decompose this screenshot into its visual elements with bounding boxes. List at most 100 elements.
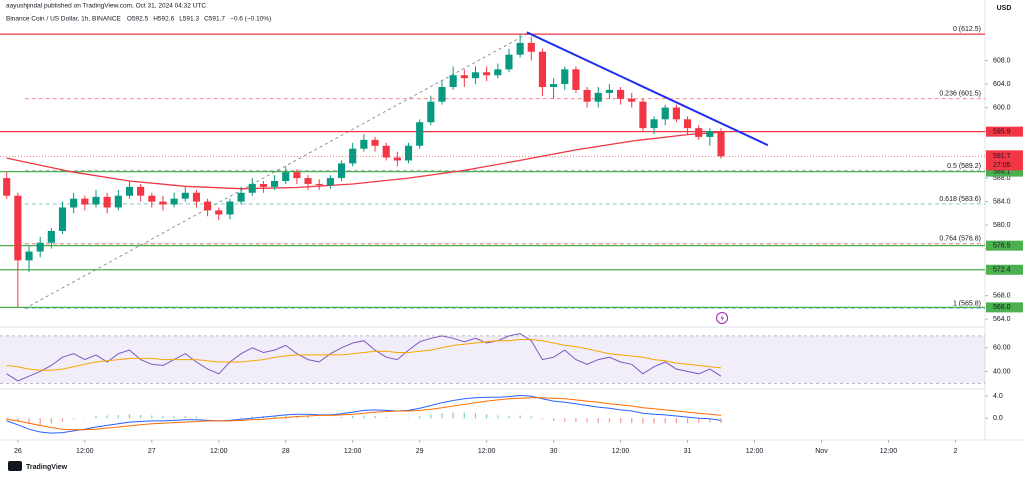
candle-body (304, 178, 312, 184)
candle-body (282, 172, 290, 182)
fib-label: 0.764 (576.8) (939, 236, 981, 243)
candle-body (271, 181, 279, 187)
candle-body (237, 192, 245, 202)
fib-label: 0 (612.5) (953, 26, 981, 33)
candle-body (25, 251, 33, 261)
histogram-bar (39, 418, 41, 425)
histogram-bar (184, 415, 186, 419)
histogram-bar (117, 414, 119, 419)
histogram-bar (619, 418, 622, 424)
level-tag (986, 126, 1023, 137)
publisher: aayushjindal published on TradingView.co… (6, 3, 206, 10)
candle-body (505, 54, 513, 70)
histogram-bar (296, 415, 298, 419)
x-tick-label: 31 (684, 448, 692, 455)
x-tick-label: 27 (148, 448, 156, 455)
candle-body (47, 230, 55, 243)
x-tick-label: 2 (953, 448, 957, 455)
candle-body (92, 196, 100, 205)
candle-body (427, 101, 435, 123)
level-tag-label: 589.1 (993, 168, 1011, 175)
candle-body (170, 198, 178, 205)
candle-body (293, 172, 301, 179)
fib-label: 0.618 (583.6) (939, 196, 981, 203)
candle-body (36, 242, 44, 252)
trend-line (526, 31, 769, 147)
candle-body (349, 148, 357, 164)
histogram-bar (84, 417, 86, 419)
symbol: Binance Coin / US Dollar, 1h, BINANCE (6, 16, 122, 23)
histogram-bar (128, 414, 131, 419)
histogram-bar (698, 418, 700, 424)
indicator-line (6, 333, 722, 382)
candle-body (192, 192, 201, 202)
candle-body (594, 92, 602, 102)
histogram-bar (162, 415, 164, 419)
candle-body (494, 69, 502, 76)
candle-body (404, 145, 413, 161)
indicator-line (6, 394, 722, 434)
countdown-label: 27:05 (993, 162, 1011, 169)
histogram-bar (385, 417, 387, 419)
candle-body (70, 198, 78, 208)
x-tick-label: 12:00 (478, 448, 496, 455)
histogram-bar (541, 418, 544, 420)
level-tag (986, 302, 1023, 313)
ohlc-value: O592.5 (127, 16, 149, 23)
candle-body (561, 69, 569, 85)
y-tick-label: 40.00 (993, 368, 1011, 375)
y-tick-label: 608.0 (993, 57, 1011, 64)
histogram-bar (251, 416, 253, 419)
logo-mark (8, 461, 22, 471)
candle-body (460, 75, 468, 79)
histogram-bar (419, 415, 421, 419)
fib-diagonal (24, 33, 527, 309)
candle-body (248, 183, 256, 193)
histogram-bar (709, 418, 711, 423)
y-tick-label: 568.0 (993, 292, 1011, 299)
histogram-bar (486, 414, 488, 419)
candle-body (683, 119, 692, 129)
histogram-bar (240, 417, 242, 419)
candle-body (337, 163, 346, 179)
event-icon[interactable] (716, 312, 728, 324)
histogram-bar (73, 418, 75, 420)
y-tick-label: 0.0 (993, 415, 1003, 422)
x-tick-label: 12:00 (344, 448, 362, 455)
y-tick-label: 4.0 (993, 393, 1003, 400)
logo-text: TradingView (26, 464, 68, 471)
candle-body (81, 198, 89, 205)
histogram-bar (642, 418, 644, 424)
moving-average (6, 131, 722, 190)
axis-unit: USD (997, 5, 1012, 12)
histogram-bar (151, 415, 153, 419)
candle-body (572, 69, 580, 90)
histogram-bar (28, 418, 30, 425)
histogram-bar (95, 415, 97, 419)
fib-label: 0.236 (601.5) (939, 91, 981, 98)
histogram-bar (363, 415, 365, 419)
level-tag-label: 566.0 (993, 304, 1011, 311)
x-tick-label: 12:00 (210, 448, 228, 455)
histogram-bar (664, 418, 666, 424)
candle-body (717, 131, 725, 157)
candle-body (605, 89, 613, 93)
histogram-bar (575, 418, 577, 423)
ohlc-value: C591.7 (204, 16, 225, 23)
histogram-bar (463, 412, 465, 419)
candle-body (438, 86, 446, 102)
histogram-bar (675, 418, 677, 424)
histogram-bar (273, 415, 276, 419)
candle-body (315, 183, 323, 186)
histogram-bar (597, 418, 599, 424)
histogram-bar (140, 414, 142, 419)
candle-body (3, 178, 11, 196)
candle-body (103, 196, 111, 208)
last-price-label: 591.7 (993, 153, 1011, 160)
candle-body (204, 201, 212, 211)
candle-body (661, 107, 669, 120)
candle-body (706, 131, 714, 137)
last-price-tag (986, 150, 1023, 171)
histogram-bar (173, 415, 175, 419)
